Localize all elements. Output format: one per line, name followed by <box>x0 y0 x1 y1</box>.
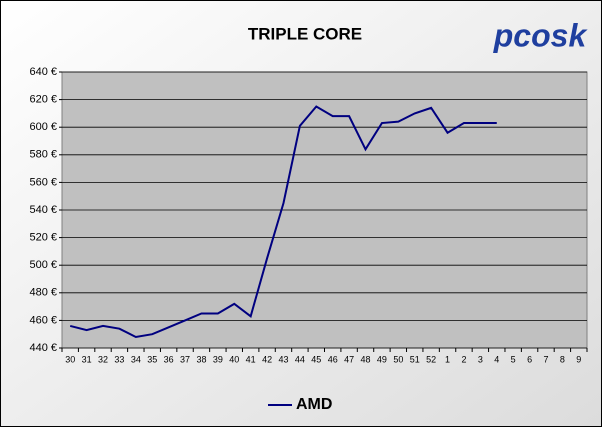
x-tick-label: 37 <box>180 354 190 364</box>
x-tick-label: 42 <box>262 354 272 364</box>
x-tick-label: 51 <box>410 354 420 364</box>
x-tick-label: 8 <box>560 354 565 364</box>
x-tick-label: 49 <box>377 354 387 364</box>
x-tick-label: 40 <box>229 354 239 364</box>
x-tick-label: 52 <box>426 354 436 364</box>
x-tick-label: 44 <box>295 354 305 364</box>
x-tick-label: 35 <box>147 354 157 364</box>
x-tick-label: 7 <box>543 354 548 364</box>
x-tick-label: 9 <box>576 354 581 364</box>
x-tick-label: 1 <box>445 354 450 364</box>
x-tick-label: 41 <box>246 354 256 364</box>
y-tick-label: 560 € <box>29 176 57 188</box>
x-tick-label: 34 <box>131 354 141 364</box>
x-tick-label: 30 <box>65 354 75 364</box>
y-tick-label: 540 € <box>29 204 57 216</box>
y-tick-label: 440 € <box>29 342 57 354</box>
x-tick-label: 3 <box>478 354 483 364</box>
y-tick-label: 640 € <box>29 66 57 78</box>
y-tick-label: 580 € <box>29 149 57 161</box>
y-tick-label: 600 € <box>29 121 57 133</box>
x-tick-label: 46 <box>328 354 338 364</box>
x-tick-label: 2 <box>461 354 466 364</box>
y-tick-label: 460 € <box>29 314 57 326</box>
x-tick-label: 33 <box>114 354 124 364</box>
x-tick-label: 43 <box>278 354 288 364</box>
x-tick-label: 50 <box>393 354 403 364</box>
y-tick-label: 480 € <box>29 287 57 299</box>
logo: pcosk <box>493 17 589 53</box>
x-tick-label: 38 <box>196 354 206 364</box>
data-line <box>69 105 497 339</box>
chart-title: TRIPLE CORE <box>248 24 362 43</box>
x-tick-label: 32 <box>98 354 108 364</box>
x-tick-label: 48 <box>361 354 371 364</box>
x-tick-label: 31 <box>82 354 92 364</box>
x-tick-label: 4 <box>494 354 499 364</box>
x-tick-label: 39 <box>213 354 223 364</box>
x-tick-label: 47 <box>344 354 354 364</box>
x-tick-label: 45 <box>311 354 321 364</box>
x-tick-label: 6 <box>527 354 532 364</box>
x-tick-label: 36 <box>164 354 174 364</box>
y-tick-label: 500 € <box>29 259 57 271</box>
legend-label: AMD <box>296 396 332 413</box>
x-tick-label: 5 <box>511 354 516 364</box>
y-tick-label: 620 € <box>29 94 57 106</box>
y-tick-label: 520 € <box>29 232 57 244</box>
